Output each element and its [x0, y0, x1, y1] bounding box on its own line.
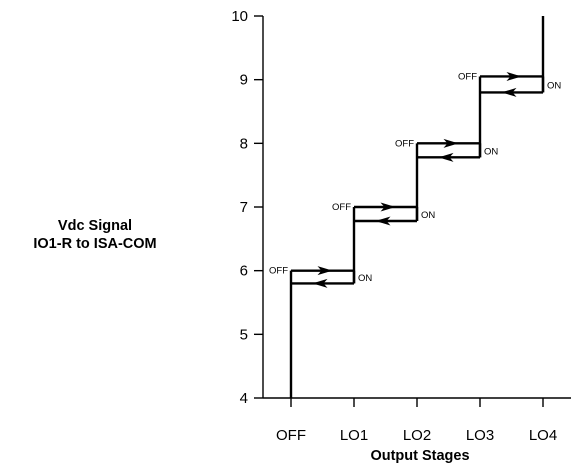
- x-tick-label: LO1: [340, 427, 368, 444]
- y-tick-label: 10: [231, 8, 248, 25]
- y-tick-label: 9: [240, 72, 248, 89]
- y-tick-label: 6: [240, 263, 248, 280]
- on-annotation: ON: [484, 146, 498, 157]
- falling-arrow: [501, 87, 517, 97]
- y-axis-label-line-2: IO1-R to ISA-COM: [33, 236, 157, 252]
- steps-layer: OFF ON OFF ON OFF ON OFF ON: [269, 16, 561, 398]
- falling-arrow: [438, 152, 454, 162]
- y-tick-label: 5: [240, 326, 248, 343]
- x-tick-label: LO2: [403, 427, 431, 444]
- x-axis-label: Output Stages: [370, 448, 470, 464]
- on-annotation: ON: [358, 273, 372, 284]
- y-tick-label: 8: [240, 135, 248, 152]
- on-annotation: ON: [421, 210, 435, 221]
- y-axis-label-line-1: Vdc Signal: [57, 218, 133, 234]
- rising-arrow: [380, 202, 396, 212]
- rising-arrow: [506, 71, 522, 81]
- off-annotation: OFF: [332, 202, 351, 213]
- y-tick-label: 7: [240, 199, 248, 216]
- falling-arrow: [312, 278, 328, 288]
- rising-arrow: [317, 266, 333, 276]
- x-tick-label: LO4: [529, 427, 557, 444]
- y-tick-label: 4: [240, 390, 248, 407]
- rising-arrow: [443, 138, 459, 148]
- off-annotation: OFF: [395, 138, 414, 149]
- on-annotation: ON: [547, 80, 561, 91]
- ticks-layer: 4 5 6 7 8 9 10 OFF LO1 LO2 LO3 LO4: [231, 8, 557, 444]
- x-tick-label: LO3: [466, 427, 494, 444]
- falling-arrow: [375, 216, 391, 226]
- x-tick-label: OFF: [276, 427, 306, 444]
- y-axis-label: Vdc Signal IO1-R to ISA-COM: [12, 217, 178, 253]
- off-annotation: OFF: [458, 71, 477, 82]
- off-annotation: OFF: [269, 266, 288, 277]
